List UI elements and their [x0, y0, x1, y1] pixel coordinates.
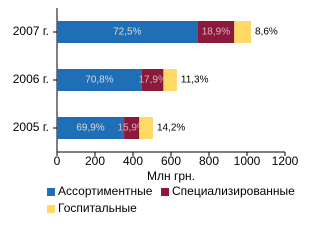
- x-axis-label: Млн грн.: [147, 169, 195, 183]
- x-tick-label: 600: [161, 154, 181, 168]
- share-label: 18,9%: [202, 27, 230, 38]
- x-tick-label: 800: [199, 154, 219, 168]
- bar-segment: [163, 69, 177, 91]
- share-label: 17,9%: [138, 75, 166, 86]
- bar-segment: [57, 21, 198, 43]
- legend-label: Госпитальные: [58, 201, 137, 215]
- bar-segment: [57, 69, 142, 91]
- legend-swatch: [47, 188, 55, 196]
- x-tick-label: 0: [54, 154, 61, 168]
- bar-segment: [124, 117, 140, 139]
- y-tick-label: 2005 г.: [13, 120, 49, 134]
- x-tick-label: 1200: [272, 154, 299, 168]
- bar-segment: [234, 21, 251, 43]
- x-tick-label: 400: [123, 154, 143, 168]
- legend-label: Ассортиментные: [58, 184, 153, 198]
- share-label: 70,8%: [85, 75, 113, 86]
- bar-segment: [197, 21, 235, 43]
- bar-segment: [141, 69, 164, 91]
- legend-swatch: [161, 188, 169, 196]
- y-tick-label: 2006 г.: [13, 72, 49, 86]
- share-label: 8,6%: [255, 27, 278, 38]
- share-label: 14,2%: [157, 123, 185, 134]
- x-tick-label: 200: [85, 154, 105, 168]
- share-label: 11,3%: [181, 75, 209, 86]
- chart: Млн грн. 0 200 400 600 800 1000 1200 2007 г. 72,…: [13, 8, 299, 215]
- share-label: 15,9%: [117, 123, 145, 134]
- y-tick-label: 2007 г.: [13, 24, 49, 38]
- legend-label: Специализированные: [172, 184, 295, 198]
- legend-swatch: [47, 205, 55, 213]
- share-label: 69,9%: [76, 123, 104, 134]
- bar-segment: [139, 117, 153, 139]
- bar-segment: [57, 117, 125, 139]
- x-tick-label: 1000: [234, 154, 261, 168]
- share-label: 72,5%: [113, 27, 141, 38]
